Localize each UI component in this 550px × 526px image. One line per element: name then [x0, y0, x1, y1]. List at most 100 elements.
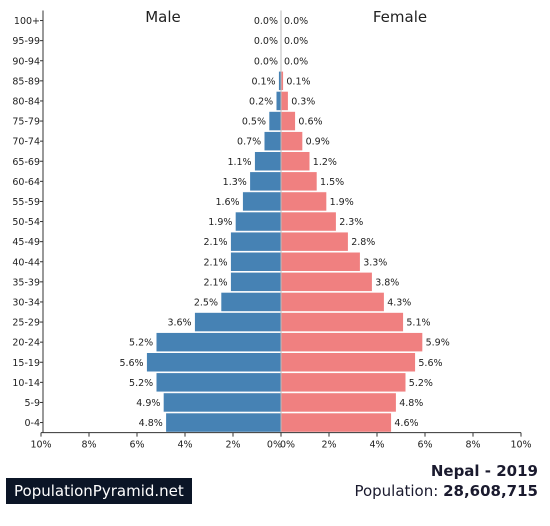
bar-male	[242, 191, 282, 212]
value-label-female: 0.0%	[284, 16, 308, 27]
value-label-female: 0.3%	[291, 96, 315, 107]
bar-female	[280, 412, 392, 433]
value-label-male: 0.0%	[254, 56, 278, 67]
value-label-female: 4.3%	[387, 297, 411, 308]
age-group-label: 5-9	[24, 398, 40, 409]
bar-male	[230, 231, 282, 252]
x-tick-label: 2%	[321, 440, 336, 451]
bar-female	[280, 372, 407, 393]
age-group-label: 0-4	[24, 418, 40, 429]
value-label-male: 4.9%	[136, 398, 160, 409]
bar-male	[275, 91, 282, 111]
value-label-male: 0.0%	[254, 36, 278, 47]
value-label-male: 5.2%	[129, 378, 153, 389]
value-label-female: 4.6%	[394, 418, 418, 429]
population-total: Population: 28,608,715	[354, 482, 538, 500]
value-label-male: 0.5%	[242, 117, 266, 128]
bar-female	[280, 392, 397, 413]
value-label-female: 2.3%	[339, 217, 363, 228]
x-tick-label: 6%	[129, 440, 144, 451]
bar-female	[280, 111, 296, 131]
age-group-label: 60-64	[12, 177, 40, 188]
x-tick-label: 0%	[280, 440, 295, 451]
bar-male	[163, 392, 282, 413]
bar-female	[280, 352, 416, 373]
age-group-label: 30-34	[12, 297, 40, 308]
population-value: 28,608,715	[443, 482, 538, 500]
bar-female	[280, 91, 289, 111]
bar-female	[280, 332, 423, 353]
bar-male	[263, 131, 282, 152]
bar-male	[268, 111, 282, 131]
bar-male	[155, 372, 282, 393]
x-tick-label: 4%	[177, 440, 192, 451]
bar-female	[280, 231, 349, 252]
population-pyramid-chart: Male Female 100+ 0.0% 0.0% 95-99 0.0% 0.0% 90-94…	[12, 8, 531, 451]
value-label-male: 2.5%	[194, 297, 218, 308]
age-group-label: 100+	[14, 16, 40, 27]
value-label-female: 1.9%	[330, 197, 354, 208]
value-label-male: 1.1%	[227, 157, 251, 168]
value-label-male: 0.0%	[254, 16, 278, 27]
x-tick-label: 8%	[81, 440, 96, 451]
value-label-female: 5.1%	[406, 318, 430, 329]
value-label-female: 0.0%	[284, 56, 308, 67]
age-group-label: 80-84	[12, 96, 40, 107]
age-group-label: 95-99	[12, 36, 40, 47]
brand-logo[interactable]: PopulationPyramid.net	[6, 478, 192, 504]
value-label-male: 2.1%	[203, 237, 227, 248]
value-label-female: 1.5%	[320, 177, 344, 188]
value-label-male: 3.6%	[167, 318, 191, 329]
value-label-male: 1.9%	[208, 217, 232, 228]
age-group-label: 40-44	[12, 257, 40, 268]
x-tick-label: 10%	[510, 440, 531, 451]
x-tick-label: 4%	[369, 440, 384, 451]
bar-male	[165, 412, 282, 433]
bar-male	[249, 171, 282, 192]
bar-female	[280, 171, 318, 192]
age-group-label: 50-54	[12, 217, 40, 228]
value-label-male: 0.1%	[251, 76, 275, 87]
value-label-male: 5.6%	[119, 358, 143, 369]
value-label-female: 0.6%	[298, 117, 322, 128]
country-year-title: Nepal - 2019	[430, 462, 538, 480]
value-label-female: 0.1%	[286, 76, 310, 87]
bar-female	[280, 312, 404, 332]
value-label-female: 5.6%	[418, 358, 442, 369]
x-tick-label: 2%	[225, 440, 240, 451]
value-label-male: 1.3%	[223, 177, 247, 188]
value-label-female: 0.9%	[306, 137, 330, 148]
value-label-female: 3.8%	[375, 277, 399, 288]
value-label-female: 5.2%	[409, 378, 433, 389]
age-group-label: 25-29	[12, 318, 40, 329]
population-label: Population:	[354, 482, 439, 500]
age-group-label: 90-94	[12, 56, 40, 67]
value-label-female: 5.9%	[426, 338, 450, 349]
legend-male: Male	[145, 8, 181, 26]
age-group-label: 20-24	[12, 338, 40, 349]
bar-male	[235, 211, 282, 232]
value-label-male: 1.6%	[215, 197, 239, 208]
bar-male	[254, 151, 282, 172]
age-group-label: 55-59	[12, 197, 40, 208]
value-label-male: 2.1%	[203, 257, 227, 268]
bar-female	[280, 211, 337, 232]
bar-female	[280, 271, 373, 292]
value-label-male: 4.8%	[139, 418, 163, 429]
value-label-male: 5.2%	[129, 338, 153, 349]
bar-female	[280, 131, 303, 152]
age-group-label: 15-19	[12, 358, 40, 369]
value-label-male: 2.1%	[203, 277, 227, 288]
value-label-female: 3.3%	[363, 257, 387, 268]
bar-male	[230, 251, 282, 272]
value-label-female: 0.0%	[284, 36, 308, 47]
age-group-label: 45-49	[12, 237, 40, 248]
age-group-label: 10-14	[12, 378, 40, 389]
value-label-male: 0.7%	[237, 137, 261, 148]
x-tick-label: 6%	[417, 440, 432, 451]
x-tick-label: 10%	[30, 440, 51, 451]
age-group-label: 70-74	[12, 137, 40, 148]
bar-male	[155, 332, 282, 353]
bar-male	[230, 271, 282, 292]
bar-male	[146, 352, 282, 373]
